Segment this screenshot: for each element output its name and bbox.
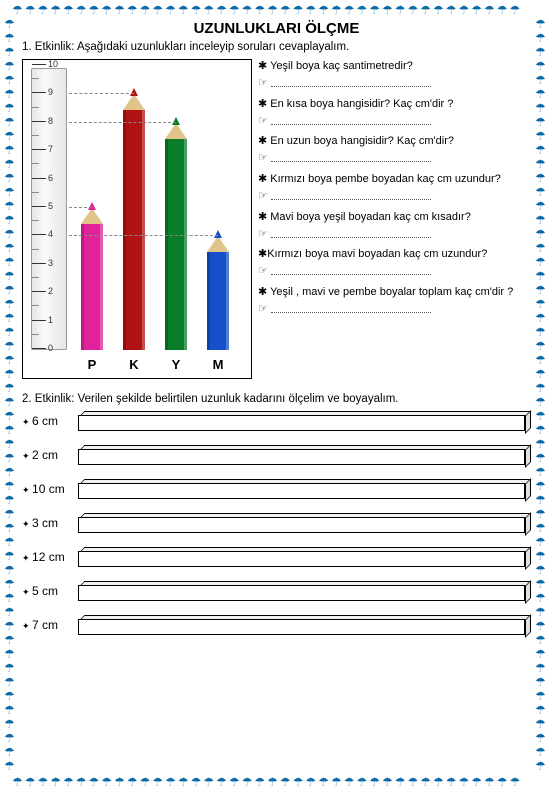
- answer-line-1[interactable]: [258, 76, 531, 91]
- question-2: ✱ En kısa boya hangisidir? Kaç cm'dir ?: [258, 97, 531, 112]
- question-column: ✱ Yeşil boya kaç santimetredir? ✱ En kısa…: [258, 59, 531, 379]
- question-3: ✱ En uzun boya hangisidir? Kaç cm'dir?: [258, 134, 531, 149]
- measure-bar[interactable]: [78, 411, 531, 431]
- pencil-label-Y: Y: [165, 357, 187, 372]
- bar-label: 12 cm: [22, 550, 70, 564]
- pencil-label-P: P: [81, 357, 103, 372]
- answer-line-5[interactable]: [258, 227, 531, 242]
- border-right: ☂☂☂☂☂☂☂☂☂☂☂☂☂☂☂☂☂☂☂☂☂☂☂☂☂☂☂☂☂☂☂☂☂☂☂☂☂☂☂☂…: [535, 18, 549, 774]
- question-1: ✱ Yeşil boya kaç santimetredir?: [258, 59, 531, 74]
- border-top: ☂☂☂☂☂☂☂☂☂☂☂☂☂☂☂☂☂☂☂☂☂☂☂☂☂☂☂☂☂☂☂☂☂☂☂☂☂☂☂☂: [12, 4, 541, 16]
- bar-row-4: 3 cm: [22, 513, 531, 533]
- pencil-M: [207, 252, 229, 350]
- measure-bar[interactable]: [78, 615, 531, 635]
- measure-bar[interactable]: [78, 445, 531, 465]
- activity1: 012345678910 P K Y M ✱ Yeşil boya kaç santi…: [22, 59, 531, 379]
- pencil-P: [81, 224, 103, 350]
- answer-line-7[interactable]: [258, 302, 531, 317]
- bar-label: 5 cm: [22, 584, 70, 598]
- activity2: 2. Etkinlik: Verilen şekilde belirtilen …: [22, 393, 531, 635]
- bar-rows: 6 cm 2 cm 10 cm 3 cm 12 cm 5 cm 7 cm: [22, 411, 531, 635]
- bar-label: 2 cm: [22, 448, 70, 462]
- page-title: UZUNLUKLARI ÖLÇME: [22, 20, 531, 37]
- bar-row-1: 6 cm: [22, 411, 531, 431]
- answer-line-6[interactable]: [258, 264, 531, 279]
- question-6: ✱Kırmızı boya mavi boyadan kaç cm uzundu…: [258, 247, 531, 262]
- activity1-heading: 1. Etkinlik: Aşağıdaki uzunlukları incel…: [22, 41, 531, 53]
- question-7: ✱ Yeşil , mavi ve pembe boyalar toplam k…: [258, 285, 531, 300]
- bar-row-2: 2 cm: [22, 445, 531, 465]
- border-bottom: ☂☂☂☂☂☂☂☂☂☂☂☂☂☂☂☂☂☂☂☂☂☂☂☂☂☂☂☂☂☂☂☂☂☂☂☂☂☂☂☂: [12, 776, 541, 788]
- bar-row-5: 12 cm: [22, 547, 531, 567]
- ruler: 012345678910: [31, 68, 67, 350]
- activity2-heading: 2. Etkinlik: Verilen şekilde belirtilen …: [22, 393, 531, 405]
- measure-bar[interactable]: [78, 581, 531, 601]
- bar-label: 3 cm: [22, 516, 70, 530]
- pencil-Y: [165, 139, 187, 350]
- measure-bar[interactable]: [78, 547, 531, 567]
- answer-line-2[interactable]: [258, 114, 531, 129]
- answer-line-3[interactable]: [258, 151, 531, 166]
- answer-line-4[interactable]: [258, 189, 531, 204]
- bar-label: 10 cm: [22, 482, 70, 496]
- pencil-chart: 012345678910 P K Y M: [22, 59, 252, 379]
- bar-row-6: 5 cm: [22, 581, 531, 601]
- pencil-label-M: M: [207, 357, 229, 372]
- bar-row-7: 7 cm: [22, 615, 531, 635]
- bar-label: 7 cm: [22, 618, 70, 632]
- measure-bar[interactable]: [78, 513, 531, 533]
- question-4: ✱ Kırmızı boya pembe boyadan kaç cm uzun…: [258, 172, 531, 187]
- pencil-K: [123, 110, 145, 350]
- bar-row-3: 10 cm: [22, 479, 531, 499]
- pencil-label-K: K: [123, 357, 145, 372]
- bar-label: 6 cm: [22, 414, 70, 428]
- page-content: UZUNLUKLARI ÖLÇME 1. Etkinlik: Aşağıdaki…: [22, 20, 531, 772]
- question-5: ✱ Mavi boya yeşil boyadan kaç cm kısadır…: [258, 210, 531, 225]
- measure-bar[interactable]: [78, 479, 531, 499]
- border-left: ☂☂☂☂☂☂☂☂☂☂☂☂☂☂☂☂☂☂☂☂☂☂☂☂☂☂☂☂☂☂☂☂☂☂☂☂☂☂☂☂…: [4, 18, 18, 774]
